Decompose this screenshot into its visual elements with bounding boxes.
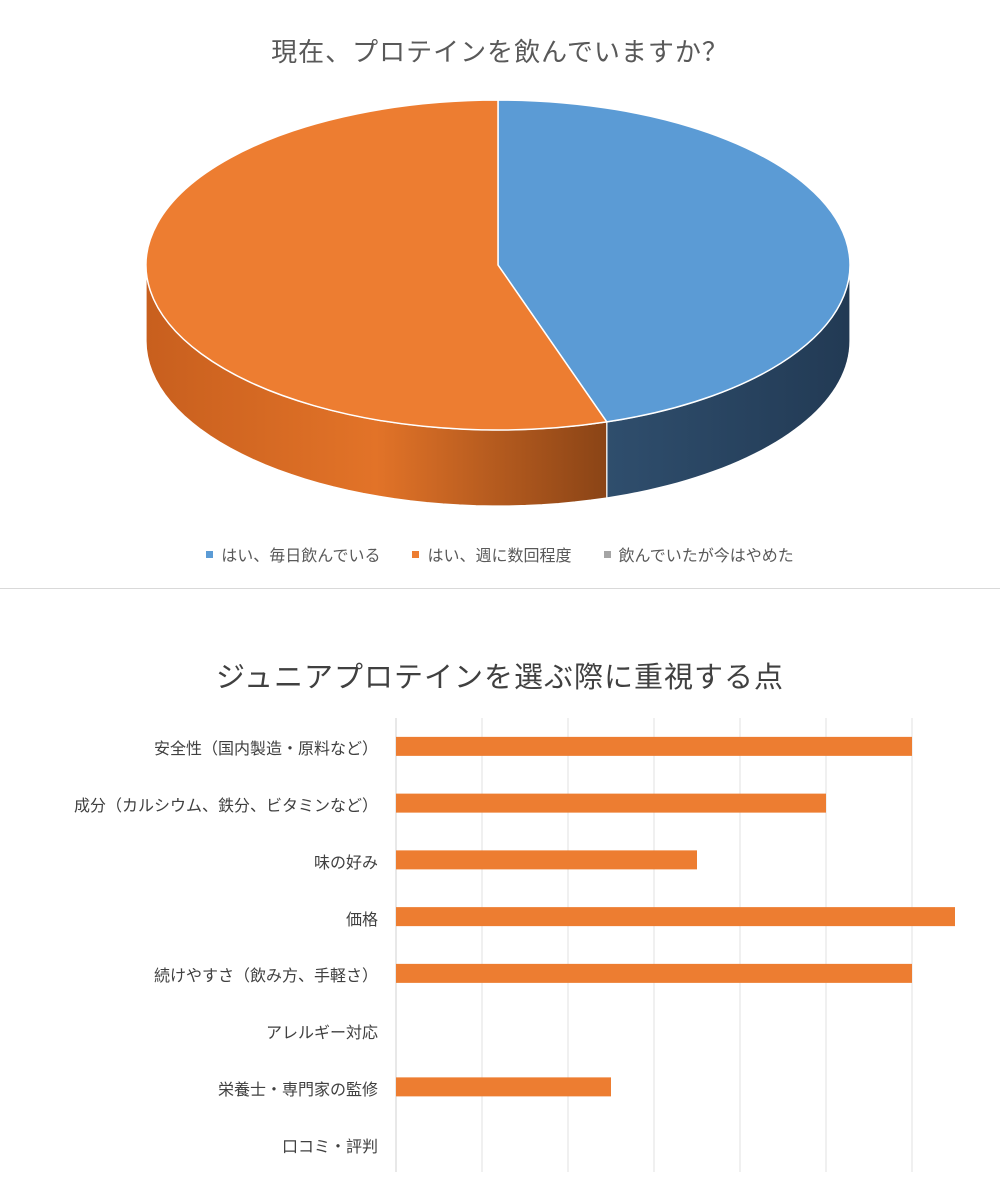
pie-slice (145, 99, 609, 431)
category-label: 安全性（国内製造・原料など） (153, 739, 378, 759)
pie-chart-canvas (145, 99, 851, 507)
category-label: 成分（カルシウム、鉄分、ビタミンなど） (73, 796, 378, 816)
legend-label: はい、週に数回程度 (427, 546, 572, 565)
legend-item-daily: はい、毎日飲んでいる (206, 542, 380, 566)
pie-legend: はい、毎日飲んでいる はい、週に数回程度 飲んでいたが今はやめた (0, 542, 1000, 566)
bar-chart-title: ジュニアプロテインを選ぶ際に重視する点 (216, 660, 784, 694)
legend-swatch-gray (603, 550, 611, 558)
category-label: 味の好み (313, 852, 378, 872)
legend-item-weekly: はい、週に数回程度 (412, 542, 572, 566)
category-label: 口コミ・評判 (281, 1136, 378, 1156)
category-label: アレルギー対応 (265, 1023, 378, 1043)
legend-swatch-blue (206, 550, 214, 558)
bar (396, 963, 912, 983)
pie-slice (497, 99, 851, 423)
bar-chart-canvas (395, 718, 955, 1172)
pie-chart-panel: 現在、プロテインを飲んでいますか？ はい、毎日飲んでいる はい、週に数回程度 (0, 0, 1000, 588)
legend-swatch-orange (412, 550, 420, 558)
legend-label: 飲んでいたが今はやめた (618, 546, 794, 565)
bar (396, 850, 697, 870)
bar (396, 736, 912, 756)
category-label: 続けやすさ（飲み方、手軽さ） (153, 966, 378, 986)
bar (396, 793, 826, 813)
category-label: 栄養士・専門家の監修 (217, 1079, 378, 1099)
bar (396, 1077, 611, 1097)
pie-chart-title: 現在、プロテインを飲んでいますか？ (271, 38, 729, 68)
bar (396, 907, 955, 927)
legend-label: はい、毎日飲んでいる (221, 546, 381, 565)
bar-chart-panel: ジュニアプロテインを選ぶ際に重視する点 安全性（国内製造・原料など） 成分（カルシ… (0, 590, 1000, 1200)
section-divider (0, 588, 1000, 589)
category-label: 価格 (345, 909, 378, 929)
legend-item-stopped: 飲んでいたが今はやめた (603, 542, 794, 566)
